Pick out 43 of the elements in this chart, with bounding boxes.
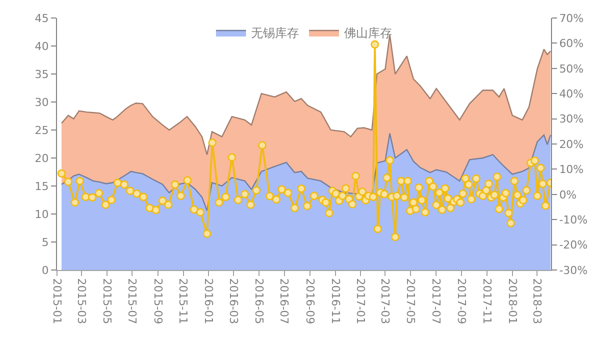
y-tick-label: 15 xyxy=(34,180,49,193)
x-tick-label: 2015-03 xyxy=(74,278,88,324)
x-tick-label: 2016-01 xyxy=(202,278,216,324)
x-tick-label: 2015-07 xyxy=(126,278,139,324)
y2-tick-label: 20% xyxy=(559,138,584,151)
y-tick-label: 0 xyxy=(42,264,49,277)
legend-label: 佛山库存 xyxy=(344,26,392,40)
y-tick-label: 10 xyxy=(34,208,49,221)
y2-tick-label: -10% xyxy=(559,213,588,226)
x-tick-label: 2017-09 xyxy=(455,278,468,324)
x-tick-label: 2017-11 xyxy=(480,278,494,324)
y2-tick-label: 60% xyxy=(559,37,584,50)
x-tick-label: 2017-01 xyxy=(354,278,368,324)
y2-tick-label: -30% xyxy=(559,264,588,277)
x-tick-label: 2015-09 xyxy=(151,278,164,324)
y-tick-label: 20 xyxy=(34,152,49,165)
x-tick-label: 2017-03 xyxy=(378,278,392,324)
x-tick-label: 2017-07 xyxy=(429,278,442,324)
x-tick-label: 2018-01 xyxy=(506,278,519,324)
y2-tick-label: -20% xyxy=(559,238,588,252)
y-tick-label: 45 xyxy=(34,12,49,25)
y2-tick-label: 50% xyxy=(559,62,584,76)
x-tick-label: 2016-05 xyxy=(252,278,266,324)
x-tick-label: 2016-11 xyxy=(328,278,342,324)
y2-tick-label: 0% xyxy=(559,188,577,202)
y-tick-label: 30 xyxy=(34,96,49,109)
x-tick-label: 2015-11 xyxy=(176,278,190,324)
x-tick-label: 2018-03 xyxy=(530,278,544,324)
y2-tick-label: 40% xyxy=(559,87,584,100)
legend-label: 无锡库存 xyxy=(251,26,299,40)
y-tick-label: 5 xyxy=(42,236,49,249)
x-tick-label: 2016-03 xyxy=(227,278,240,324)
x-tick-label: 2016-09 xyxy=(303,278,316,324)
y2-tick-label: 70% xyxy=(559,12,584,25)
y-tick-label: 25 xyxy=(34,124,49,137)
y-tick-label: 35 xyxy=(34,68,49,81)
x-tick-label: 2016-07 xyxy=(278,278,291,324)
x-tick-label: 2017-05 xyxy=(404,278,417,324)
y2-tick-label: 30% xyxy=(559,112,584,126)
x-tick-label: 2015-01 xyxy=(50,278,64,324)
y-tick-label: 40 xyxy=(34,40,49,53)
y2-tick-label: 10% xyxy=(559,163,584,176)
x-tick-label: 2015-05 xyxy=(100,278,114,324)
